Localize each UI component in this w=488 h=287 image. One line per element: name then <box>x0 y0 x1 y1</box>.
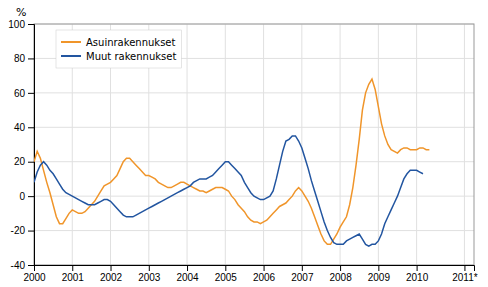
x-tick-label: 2001 <box>62 272 85 283</box>
y-tick: -20 <box>11 225 34 236</box>
y-tick-mark <box>28 162 34 163</box>
plot-frame <box>34 24 474 265</box>
x-tick: 2011* <box>452 265 478 283</box>
x-tick-label: 2003 <box>138 272 161 283</box>
y-tick-label: 60 <box>14 88 26 99</box>
x-tick-label: 2000 <box>23 272 46 283</box>
x-tick-mark <box>225 265 226 271</box>
y-tick-label: 40 <box>14 122 26 133</box>
y-tick-mark <box>28 24 34 25</box>
x-tick: 2001 <box>62 265 85 283</box>
x-axis: 2000 2001 2002 2003 2004 2005 2006 2007 2008 2009… <box>23 265 477 283</box>
x-tick: 2004 <box>176 265 199 283</box>
x-tick-label: 2008 <box>329 272 352 283</box>
y-tick-label: 100 <box>8 19 25 30</box>
y-tick-mark <box>28 127 34 128</box>
chart: 2000 2001 2002 2003 2004 2005 2006 2007 2008 2009… <box>0 0 488 287</box>
y-tick-mark <box>28 231 34 232</box>
x-tick-mark <box>464 265 465 271</box>
grid-line-x <box>378 24 379 265</box>
y-tick: 100 <box>8 19 34 30</box>
legend-swatch <box>61 55 81 57</box>
y-tick: 60 <box>14 88 34 99</box>
y-tick: 20 <box>14 156 34 167</box>
x-tick: 2010 <box>406 265 429 283</box>
grid-line-y <box>34 127 474 128</box>
y-tick-mark <box>28 58 34 59</box>
x-tick-mark <box>149 265 150 271</box>
y-axis: -40 -20 0 20 40 60 80 100 <box>8 19 34 271</box>
x-tick-mark <box>417 265 418 271</box>
y-tick-label: 0 <box>19 191 25 202</box>
x-tick-mark <box>378 265 379 271</box>
grid-line-x <box>464 24 465 265</box>
x-tick: 2000 <box>23 265 46 283</box>
x-tick: 2002 <box>100 265 123 283</box>
x-tick: 2009 <box>368 265 391 283</box>
y-tick: 80 <box>14 53 34 64</box>
legend-swatch <box>61 41 81 43</box>
legend-entry: Asuinrakennukset <box>61 37 175 48</box>
grid <box>34 24 474 265</box>
y-axis-label: % <box>16 6 26 19</box>
x-tick-mark <box>111 265 112 271</box>
grid-line-y <box>34 92 474 93</box>
legend-label: Muut rakennukset <box>86 51 176 62</box>
legend-entry: Muut rakennukset <box>61 51 176 62</box>
x-tick: 2006 <box>253 265 276 283</box>
y-tick-label: -20 <box>11 225 26 236</box>
x-axis-line <box>35 266 475 272</box>
x-tick-label: 2007 <box>291 272 314 283</box>
y-tick-mark <box>28 93 34 94</box>
y-tick-label: 20 <box>14 156 26 167</box>
x-tick-label: 2004 <box>176 272 199 283</box>
grid-line-y <box>34 230 474 231</box>
x-tick-label: 2002 <box>100 272 123 283</box>
y-tick-label: -40 <box>11 260 26 271</box>
grid-line-x <box>416 24 417 265</box>
legend: Asuinrakennukset Muut rakennukset <box>56 30 181 68</box>
x-tick-label: 2010 <box>406 272 429 283</box>
x-tick-mark <box>187 265 188 271</box>
x-tick-label: 2006 <box>253 272 276 283</box>
grid-line-x <box>301 24 302 265</box>
y-tick-label: 80 <box>14 53 26 64</box>
lines <box>34 79 429 246</box>
grid-line-x <box>187 24 188 265</box>
grid-line-y <box>34 161 474 162</box>
y-tick-mark <box>28 265 34 266</box>
x-tick: 2008 <box>329 265 352 283</box>
series-line <box>34 136 423 246</box>
x-tick: 2005 <box>215 265 238 283</box>
x-tick-label: 2005 <box>215 272 238 283</box>
x-tick-label: 2009 <box>368 272 391 283</box>
grid-line-x <box>263 24 264 265</box>
grid-line-x <box>225 24 226 265</box>
x-tick: 2003 <box>138 265 161 283</box>
legend-label: Asuinrakennukset <box>86 37 175 48</box>
x-tick-mark <box>264 265 265 271</box>
legend-box <box>56 30 181 68</box>
x-tick-mark <box>72 265 73 271</box>
y-tick: 40 <box>14 122 34 133</box>
y-tick-mark <box>28 196 34 197</box>
y-axis-line <box>28 25 35 266</box>
y-tick: -40 <box>11 260 34 271</box>
y-tick: 0 <box>19 191 34 202</box>
series-line <box>34 79 429 244</box>
x-tick-mark <box>340 265 341 271</box>
x-tick: 2007 <box>291 265 314 283</box>
x-tick-label: 2011* <box>452 272 478 283</box>
x-tick-mark <box>302 265 303 271</box>
